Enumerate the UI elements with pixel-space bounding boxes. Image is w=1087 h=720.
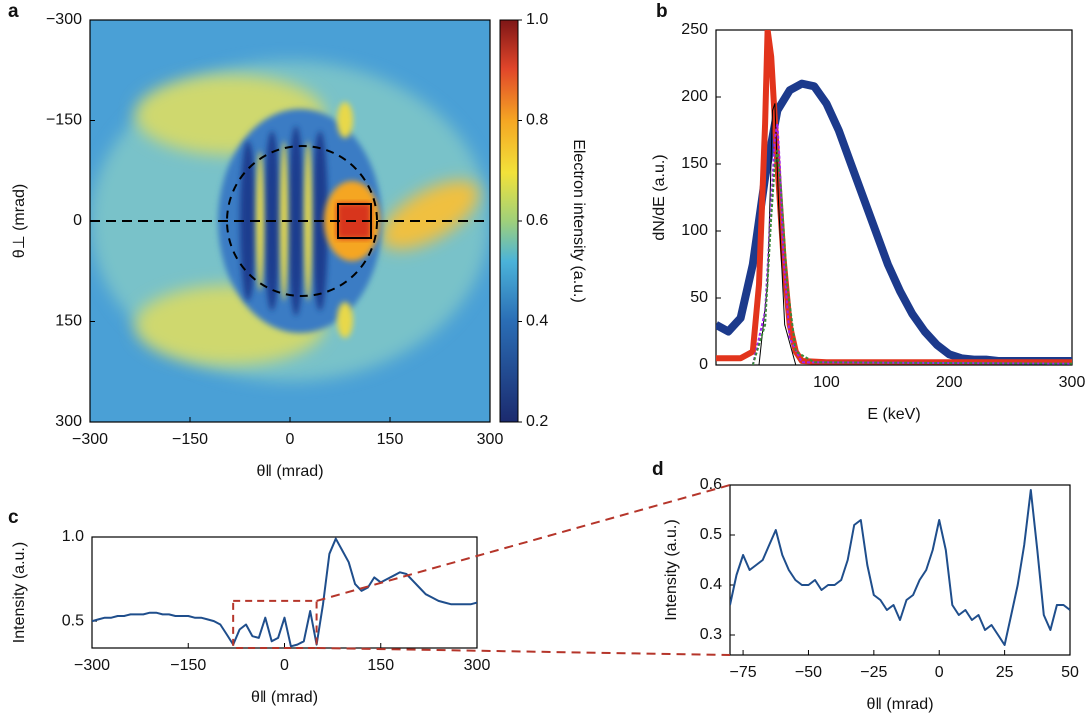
- y-tick-label: 0.6: [700, 476, 722, 493]
- x-tick-label: 25: [996, 664, 1014, 681]
- x-tick-label: 0: [280, 657, 289, 674]
- x-tick-label: −25: [860, 664, 887, 681]
- y-axis-label: Intensity (a.u.): [11, 542, 28, 643]
- x-tick-label: −300: [72, 431, 108, 448]
- y-tick-label: 0.5: [700, 526, 722, 543]
- y-tick-label: 150: [681, 155, 708, 172]
- data-line: [751, 122, 1072, 365]
- x-tick-label: 50: [1061, 664, 1079, 681]
- colorbar: [499, 19, 519, 423]
- data-line: [92, 537, 477, 648]
- y-tick-label: −300: [46, 11, 82, 28]
- y-tick-label: 0.3: [700, 626, 722, 643]
- y-tick-label: 0: [73, 212, 82, 229]
- heatmap-image: [90, 20, 490, 422]
- zoom-box: [232, 599, 318, 650]
- colorbar-tick-label: 0.6: [526, 212, 548, 229]
- x-tick-label: 0: [935, 664, 944, 681]
- x-axis-label: θ‖ (mrad): [251, 689, 318, 706]
- x-tick-label: 300: [1059, 374, 1086, 391]
- y-tick-label: 200: [681, 88, 708, 105]
- x-tick-label: −150: [170, 657, 206, 674]
- y-axis-label: θ⊥ (mrad): [11, 184, 28, 258]
- y-tick-label: 150: [55, 313, 82, 330]
- data-line: [758, 103, 1072, 365]
- x-tick-label: 0: [286, 431, 295, 448]
- y-axis-label: dN/dE (a.u.): [651, 154, 668, 240]
- x-tick-label: −300: [74, 657, 110, 674]
- panel-letter: c: [8, 507, 19, 528]
- plot-frame: [715, 29, 1073, 366]
- x-tick-label: −150: [172, 431, 208, 448]
- x-tick-label: −50: [795, 664, 822, 681]
- x-tick-label: 150: [377, 431, 404, 448]
- x-axis-label: E (keV): [867, 406, 920, 423]
- y-tick-label: 100: [681, 222, 708, 239]
- y-tick-label: 300: [55, 413, 82, 430]
- x-tick-label: 300: [464, 657, 491, 674]
- colorbar-tick-label: 0.8: [526, 112, 548, 129]
- x-axis-label: θ‖ (mrad): [256, 463, 323, 480]
- x-tick-label: 150: [367, 657, 394, 674]
- colorbar-tick-label: 0.4: [526, 313, 548, 330]
- x-tick-label: −75: [730, 664, 757, 681]
- data-line: [751, 149, 1072, 365]
- x-axis-label: θ‖ (mrad): [866, 696, 933, 713]
- plot-frame: [91, 536, 478, 649]
- colorbar-tick-label: 0.2: [526, 413, 548, 430]
- zoom-connector: [316, 647, 731, 656]
- y-tick-label: 50: [690, 289, 708, 306]
- y-tick-label: 0.4: [700, 576, 722, 593]
- y-tick-label: 0: [699, 356, 708, 373]
- zoom-connector: [316, 484, 731, 602]
- colorbar-tick-label: 1.0: [526, 11, 548, 28]
- x-tick-label: 100: [813, 374, 840, 391]
- data-line: [730, 489, 1070, 646]
- plot-frame: [729, 484, 1071, 656]
- y-tick-label: 250: [681, 21, 708, 38]
- y-tick-label: −150: [46, 112, 82, 129]
- panel-letter: a: [8, 1, 19, 22]
- y-tick-label: 1.0: [62, 528, 84, 545]
- x-tick-label: 200: [936, 374, 963, 391]
- panel-letter: d: [652, 459, 664, 480]
- data-line: [716, 30, 1072, 365]
- x-tick-label: 300: [477, 431, 504, 448]
- y-axis-label: Intensity (a.u.): [663, 519, 680, 620]
- panel-letter: b: [656, 1, 668, 22]
- y-tick-label: 0.5: [62, 612, 84, 629]
- colorbar-label: Electron intensity (a.u.): [570, 139, 587, 303]
